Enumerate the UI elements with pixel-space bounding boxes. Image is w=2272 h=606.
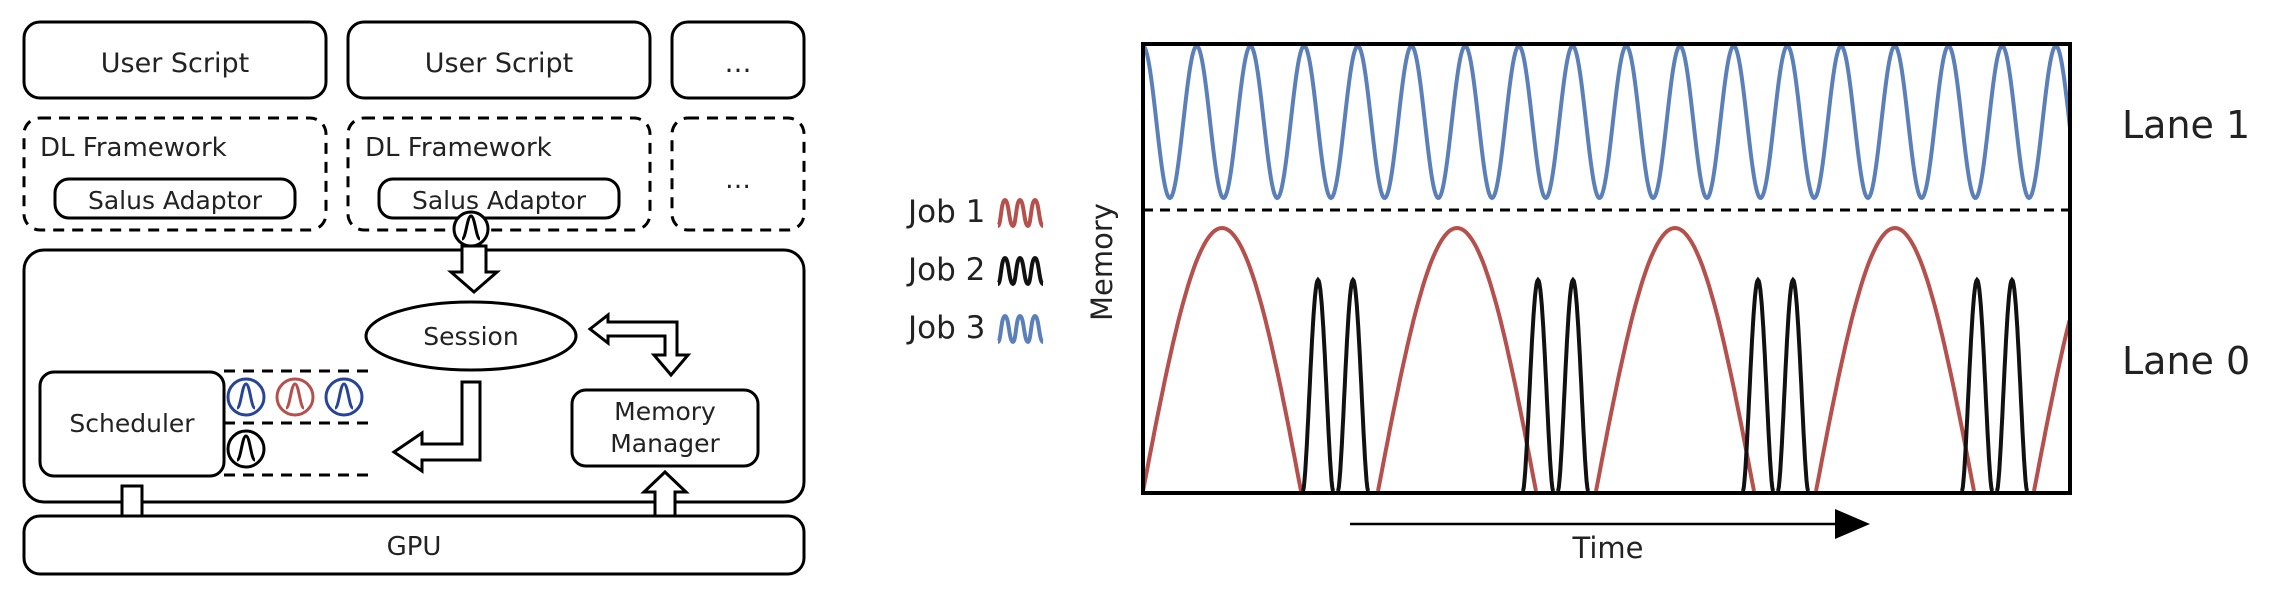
- framework-title-2: DL Framework: [365, 133, 552, 163]
- job-queue: [224, 369, 370, 477]
- legend-label-job3: Job 3: [906, 310, 985, 346]
- legend-swatch-job3: [996, 313, 1045, 345]
- user-script-label-2: User Script: [425, 48, 573, 79]
- gpu-label: GPU: [387, 532, 442, 562]
- lane0-label: Lane 0: [2122, 339, 2250, 383]
- y-axis-label: Memory: [1085, 203, 1119, 321]
- legend-swatch-job2: [996, 255, 1045, 287]
- plot-frame: [1141, 42, 2072, 495]
- adaptor-to-session-arrow: [446, 244, 502, 294]
- session-label: Session: [423, 322, 518, 351]
- job-icon-black-adaptor: [452, 210, 490, 248]
- scheduler-label: Scheduler: [69, 409, 195, 438]
- lane1-job3-wave: [1142, 43, 2072, 201]
- job-icon-blue-queue-1: [226, 377, 266, 417]
- memory-manager-label-line2: Manager: [610, 429, 720, 458]
- framework-title-more: …: [725, 165, 751, 195]
- lane-plot: Memory Time Lane 1 Lane 0: [1085, 42, 2250, 565]
- framework-box-more: …: [670, 116, 806, 232]
- legend: Job 1 Job 2 Job 3: [906, 194, 1045, 346]
- lane0-job2-wave: [1301, 276, 2029, 492]
- lane0-job1-wave: [1141, 225, 2072, 492]
- legend-label-job1: Job 1: [906, 194, 985, 230]
- framework-box-1: DL Framework Salus Adaptor: [22, 116, 328, 232]
- user-script-box-2: User Script: [346, 20, 652, 100]
- framework-box-2: DL Framework Salus Adaptor: [346, 116, 652, 232]
- job-icon-red-queue: [275, 377, 315, 417]
- user-script-label-more: …: [725, 48, 752, 79]
- job-icon-black-queue: [226, 429, 266, 469]
- gpu-box: GPU: [22, 514, 806, 576]
- legend-label-job2: Job 2: [906, 252, 985, 288]
- architecture-diagram: User Script User Script … DL Framework S…: [22, 20, 806, 576]
- memory-manager-node: Memory Manager: [570, 388, 760, 468]
- salus-adaptor-label-1: Salus Adaptor: [88, 186, 263, 215]
- scheduler-node: Scheduler: [38, 370, 226, 478]
- user-script-label-1: User Script: [101, 48, 249, 79]
- memory-manager-label-line1: Memory: [614, 397, 716, 426]
- framework-title-1: DL Framework: [40, 133, 227, 163]
- session-node: Session: [364, 300, 578, 372]
- user-script-box-1: User Script: [22, 20, 328, 100]
- job-icon-blue-queue-2: [324, 377, 364, 417]
- salus-adaptor-label-2: Salus Adaptor: [412, 186, 587, 215]
- session-scheduler-arrow: [391, 380, 482, 474]
- legend-swatch-job1: [996, 197, 1045, 229]
- session-memory-arrow: [587, 311, 692, 378]
- user-script-box-more: …: [670, 20, 806, 100]
- x-axis-label: Time: [1572, 531, 1644, 565]
- lane1-label: Lane 1: [2122, 103, 2250, 147]
